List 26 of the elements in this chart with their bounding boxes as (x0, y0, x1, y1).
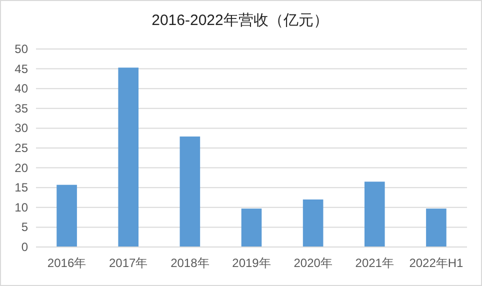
y-tick-label: 20 (14, 160, 28, 175)
bar (426, 208, 446, 247)
bar (118, 68, 139, 247)
bar (364, 182, 385, 247)
y-tick-label: 25 (14, 141, 28, 155)
y-tick-label: 5 (21, 220, 28, 234)
y-tick-label: 15 (14, 180, 28, 195)
bar (302, 199, 324, 247)
chart-title: 2016-2022年营收（亿元） (152, 12, 328, 29)
x-tick-label: 2022年H1 (409, 256, 464, 270)
y-tick-label: 50 (14, 42, 28, 56)
bar (56, 184, 77, 247)
x-tick-label: 2018年 (170, 256, 210, 270)
x-tick-label: 2016年 (47, 256, 86, 270)
bar (180, 136, 200, 247)
y-tick-label: 0 (21, 240, 28, 254)
x-tick-label: 2019年 (232, 256, 271, 270)
y-tick-label: 30 (14, 121, 28, 136)
bar (241, 208, 262, 247)
y-tick-label: 10 (14, 200, 28, 214)
y-tick-label: 35 (14, 101, 28, 116)
y-tick-label: 40 (14, 82, 28, 96)
x-tick-label: 2020年 (294, 256, 332, 270)
x-tick-label: 2017年 (109, 256, 148, 270)
y-tick-label: 45 (14, 62, 28, 76)
x-tick-label: 2021年 (355, 256, 394, 270)
